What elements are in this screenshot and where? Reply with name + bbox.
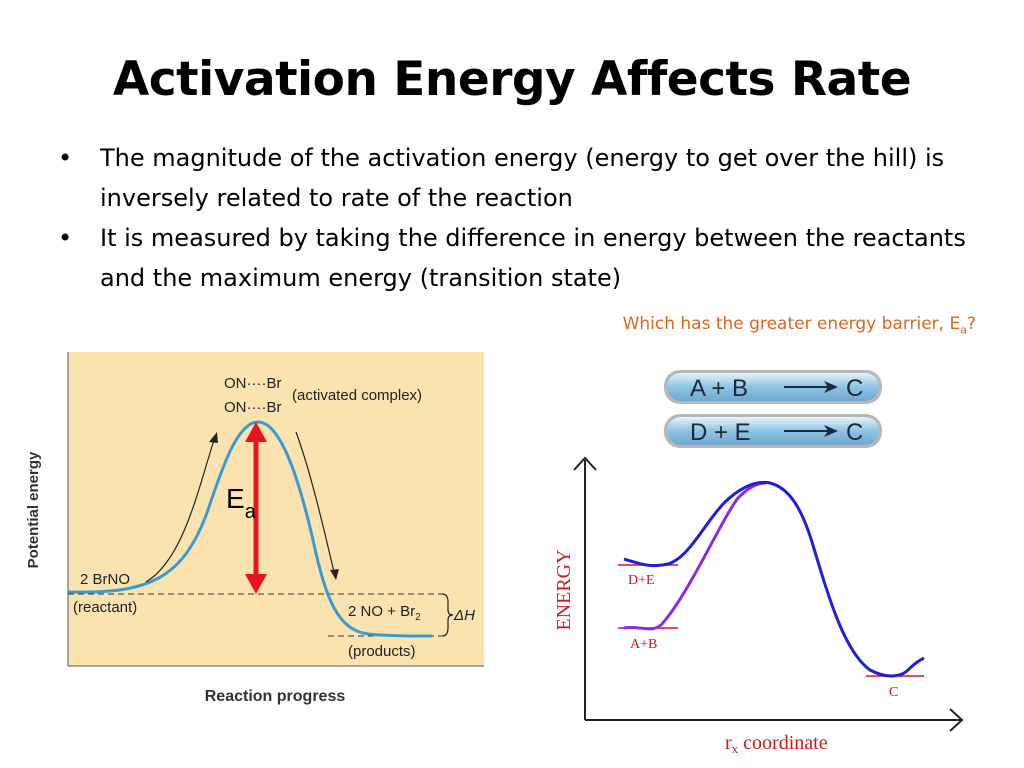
uphill-arrowhead xyxy=(209,432,218,443)
product-formula: 2 NO + Br2 xyxy=(348,603,421,623)
bullet-dot: • xyxy=(58,144,73,172)
reaction-ab-arrowhead xyxy=(824,381,838,393)
curve-d-plus-e xyxy=(623,480,925,678)
reaction-pill-ab: A + B C xyxy=(664,370,882,404)
complex-label: (activated complex) xyxy=(292,387,422,404)
reaction-de-left: D + E xyxy=(690,419,751,446)
delta-h-label: ΔH xyxy=(453,607,475,624)
y-axis-label: Potential energy xyxy=(25,451,42,568)
delta-h-brace xyxy=(441,593,454,637)
energy-axis-arrowhead xyxy=(573,456,597,471)
ea-arrowhead-top xyxy=(245,422,267,442)
reaction-de-right: C xyxy=(846,419,863,446)
reactant-formula: 2 BrNO xyxy=(80,571,130,588)
downhill-arrow xyxy=(295,431,335,573)
level-ab-label: A+B xyxy=(630,637,657,652)
reaction-ab-left: A + B xyxy=(690,375,748,402)
complex-line-1: ON····Br xyxy=(224,375,281,392)
energy-curve xyxy=(67,420,433,638)
bullet-item: • It is measured by taking the difference… xyxy=(58,218,998,298)
product-label: (products) xyxy=(348,643,416,660)
question-end: ? xyxy=(966,314,976,334)
ea-label: Ea xyxy=(226,483,257,523)
complex-line-2: ON····Br xyxy=(224,399,281,416)
question-sub: a xyxy=(960,323,967,337)
page-title: Activation Energy Affects Rate xyxy=(112,52,912,107)
coordinate-axis-arrowhead xyxy=(949,708,964,732)
level-de-label: D+E xyxy=(628,573,655,588)
ea-arrowhead-bottom xyxy=(245,574,267,594)
bullet-list: • The magnitude of the activation energy … xyxy=(58,138,998,298)
right-energy-diagram: A + B C D + E C ENERGY rx coordinate D+E… xyxy=(553,370,964,756)
left-energy-diagram: Potential energy Reaction progress ON···… xyxy=(25,352,484,705)
bullet-text-1: The magnitude of the activation energy (… xyxy=(100,144,945,212)
level-c-label: C xyxy=(889,685,898,700)
question-text: Which has the greater energy barrier, Ea… xyxy=(623,314,976,336)
coordinate-axis-label: rx coordinate xyxy=(725,732,828,756)
reaction-de-arrowhead xyxy=(824,425,838,437)
question-main: Which has the greater energy barrier, E xyxy=(622,314,961,334)
downhill-arrowhead xyxy=(330,569,339,580)
uphill-arrow xyxy=(145,439,215,583)
x-axis-label: Reaction progress xyxy=(205,688,346,705)
bullet-text-2: It is measured by taking the difference … xyxy=(100,224,966,292)
energy-axis-label: ENERGY xyxy=(553,549,575,630)
reaction-pill-de: D + E C xyxy=(664,414,882,448)
curve-a-plus-b xyxy=(623,481,767,631)
bullet-item: • The magnitude of the activation energy … xyxy=(58,138,998,218)
reactant-label: (reactant) xyxy=(73,599,137,616)
reaction-ab-right: C xyxy=(846,375,863,402)
bullet-dot: • xyxy=(58,224,73,252)
diagram-background xyxy=(68,352,484,666)
